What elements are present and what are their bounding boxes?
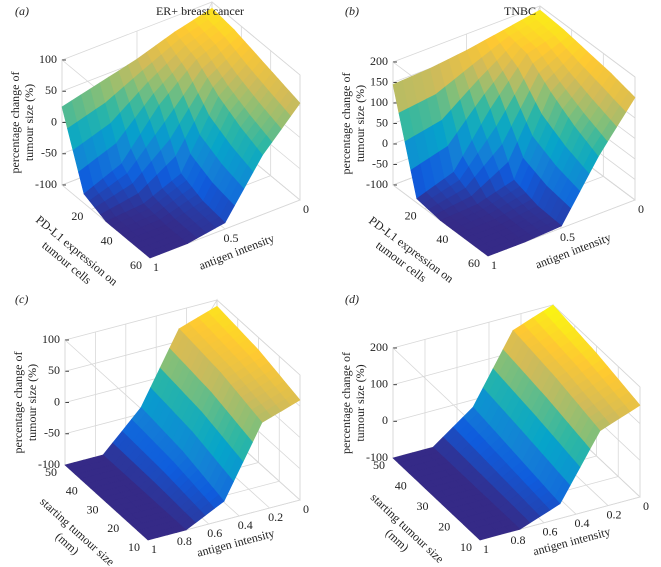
z-tick-label: 100	[370, 95, 388, 109]
panel-label: (b)	[345, 4, 359, 18]
x-tick-label: 0.6	[207, 526, 222, 540]
panel-title: ER+ breast cancer	[156, 4, 244, 18]
z-tick-label: -100	[38, 457, 60, 471]
y-tick-label: 20	[438, 519, 450, 533]
z-tick-label: -100	[366, 177, 388, 191]
y-tick-label: 40	[66, 484, 78, 498]
panel: -100 -50 0 50 100 0 0.2 0.4 0.6 0.8 1 10 20 30 40 50 (c)…	[11, 292, 309, 567]
x-tick-label: 0.2	[607, 507, 622, 521]
z-tick-label: -100	[35, 177, 57, 191]
y-tick-label: 30	[417, 499, 429, 513]
x-tick-label: 0.4	[575, 516, 590, 530]
panel-label: (d)	[345, 292, 359, 306]
z-tick-label: -50	[41, 146, 57, 160]
x-tick-label: 0	[303, 502, 309, 516]
z-tick-label: 0	[382, 413, 388, 427]
z-tick-label: 0	[54, 394, 60, 408]
y-axis-label: starting tumour size	[368, 490, 447, 566]
z-tick-label: -50	[44, 426, 60, 440]
z-tick-label: 50	[48, 363, 60, 377]
y-tick-label: 30	[87, 502, 99, 516]
z-tick-label: 0	[382, 136, 388, 150]
x-tick-label: 0	[638, 202, 644, 216]
panel: -100 0 100 200 0 0.2 0.4 0.6 0.8 1 10 20 30 40 50 (d) pe…	[339, 292, 649, 566]
z-axis-label: tumour size (%)	[25, 364, 39, 441]
z-axis-label: tumour size (%)	[22, 84, 36, 161]
z-axis-label: percentage change of	[339, 73, 353, 175]
surface-patch	[143, 249, 160, 259]
z-tick-label: 50	[376, 115, 388, 129]
x-tick-label: 0.6	[543, 525, 558, 539]
y-tick-label: 10	[460, 540, 472, 554]
z-tick-label: -100	[366, 450, 388, 464]
y-tick-label: 20	[107, 521, 119, 535]
z-tick-label: -50	[372, 156, 388, 170]
z-axis-label: percentage change of	[339, 352, 353, 454]
z-tick-label: 200	[370, 340, 388, 354]
y-tick-label: 40	[101, 233, 113, 247]
surface-patch	[142, 532, 159, 541]
z-tick-label: 100	[39, 52, 57, 66]
z-tick-label: 50	[45, 83, 57, 97]
y-tick-label: 10	[128, 540, 140, 554]
x-tick-label: 0	[643, 499, 649, 513]
z-tick-label: 100	[42, 332, 60, 346]
surface-patch	[474, 531, 491, 541]
z-axis-label: tumour size (%)	[353, 85, 367, 162]
x-tick-label: 1	[483, 542, 489, 556]
panel: -100 -50 0 50 100 150 200 0 0.5 1 20 40 60 (b) TNBC per…	[339, 4, 644, 286]
z-tick-label: 100	[370, 376, 388, 390]
z-axis-label: percentage change of	[11, 352, 25, 454]
y-tick-label: 50	[373, 458, 385, 472]
y-tick-label: 20	[71, 209, 83, 223]
x-tick-label: 0.5	[560, 230, 575, 244]
z-axis-label: percentage change of	[8, 72, 22, 174]
z-tick-label: 150	[370, 74, 388, 88]
y-tick-label: 60	[468, 256, 480, 270]
y-tick-label: 50	[45, 465, 57, 479]
x-tick-label: 0.8	[511, 533, 526, 547]
x-tick-label: 0.5	[224, 231, 239, 245]
y-tick-label: 60	[130, 258, 142, 272]
panel-label: (c)	[15, 292, 28, 306]
panel: -100 -50 0 50 100 0 0.5 1 20 40 60 (a) ER+ breast ca…	[8, 1, 309, 289]
x-tick-label: 0.4	[238, 518, 253, 532]
y-axis-label: starting tumour size	[37, 494, 117, 567]
x-tick-label: 1	[151, 542, 157, 556]
x-tick-label: 1	[491, 258, 497, 272]
y-tick-label: 40	[436, 232, 448, 246]
y-tick-label: 20	[405, 208, 417, 222]
z-axis-label: tumour size (%)	[353, 364, 367, 441]
x-tick-label: 0	[303, 202, 309, 216]
x-tick-label: 1	[153, 260, 159, 274]
z-tick-label: 0	[51, 114, 57, 128]
z-tick-label: 200	[370, 54, 388, 68]
x-tick-label: 0.8	[177, 534, 192, 548]
panel-title: TNBC	[504, 4, 536, 18]
x-tick-label: 0.2	[268, 510, 283, 524]
surface-patch	[481, 247, 498, 257]
panel-label: (a)	[15, 4, 29, 18]
y-tick-label: 40	[395, 478, 407, 492]
